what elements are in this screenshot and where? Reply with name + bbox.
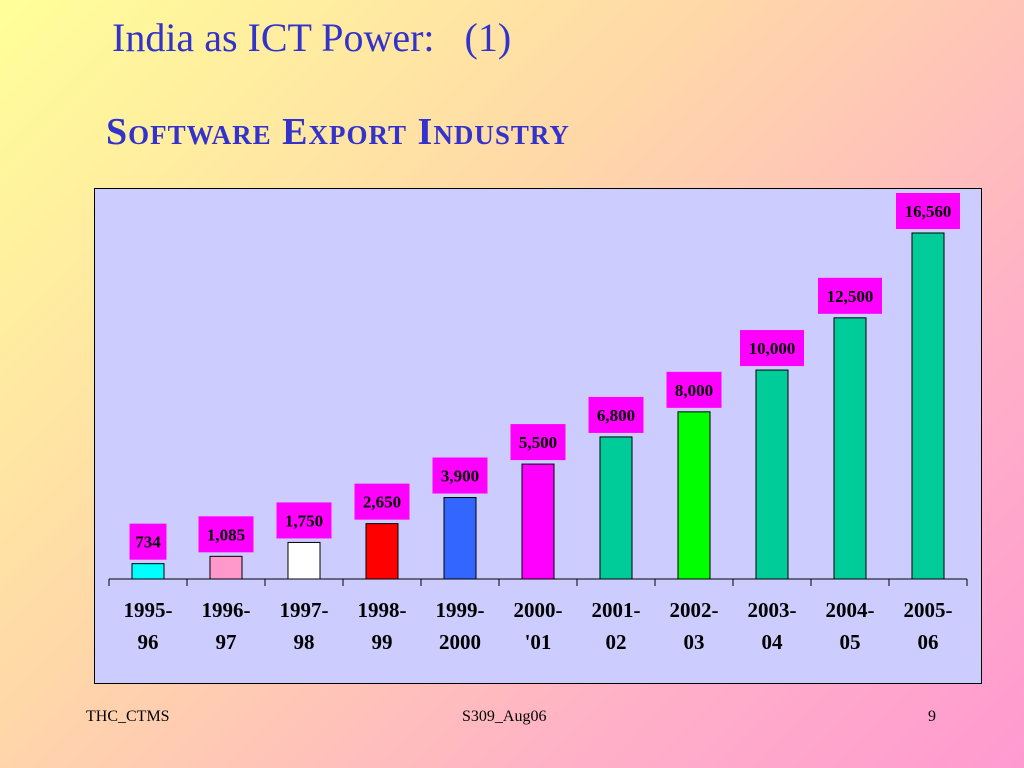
x-tick-label: 99 [372, 630, 393, 654]
data-label: 12,500 [827, 287, 874, 306]
data-label-bg [588, 396, 644, 433]
data-label: 734 [135, 533, 161, 552]
footer-center: S309_Aug06 [462, 708, 547, 725]
x-tick-label: 2000 [439, 630, 481, 654]
x-tick-label: 1996- [202, 598, 251, 622]
slide-subtitle: Software Export Industry [106, 111, 570, 153]
data-label: 6,800 [597, 406, 635, 425]
bar [677, 411, 711, 580]
data-label-bg [432, 457, 488, 494]
bar [209, 555, 243, 580]
bar [833, 317, 867, 580]
x-tick-label: 2001- [592, 598, 641, 622]
data-label-bg [818, 277, 882, 314]
x-tick-label: 05 [840, 630, 861, 654]
x-tick-label: 2002- [670, 598, 719, 622]
data-label-bg [896, 193, 960, 229]
x-tick-label: 97 [216, 630, 237, 654]
x-tick-label: 96 [138, 630, 159, 654]
bar [755, 369, 789, 580]
data-label: 10,000 [749, 339, 796, 358]
data-label-bg [666, 371, 722, 408]
data-label-bg [129, 523, 167, 560]
page-number: 9 [928, 708, 936, 725]
bar [443, 497, 477, 580]
x-tick-label: 1995- [124, 598, 173, 622]
x-tick-label: 1999- [436, 598, 485, 622]
bar [521, 463, 555, 580]
x-tick-label: 04 [762, 630, 784, 654]
x-tick-label: 2004- [826, 598, 875, 622]
data-label-bg [276, 502, 332, 539]
x-tick-label: 98 [294, 630, 315, 654]
x-tick-label: 2000- [514, 598, 563, 622]
data-label-bg [198, 516, 254, 553]
data-label: 1,085 [207, 525, 245, 544]
bar [599, 436, 633, 580]
bar [131, 563, 165, 580]
x-tick-label: 1997- [280, 598, 329, 622]
x-tick-label: 1998- [358, 598, 407, 622]
bar [911, 232, 945, 580]
data-label-bg [510, 424, 566, 461]
x-tick-label: 2003- [748, 598, 797, 622]
chart-area: 734 1995- 96 1,085 1996- 97 1,750 1997- 98 2,650 1… [94, 188, 982, 684]
x-tick-label: 2005- [904, 598, 953, 622]
x-tick-label: 03 [684, 630, 705, 654]
data-label: 2,650 [363, 493, 401, 512]
data-label: 16,560 [905, 202, 952, 221]
data-label: 1,750 [285, 511, 323, 530]
data-label: 8,000 [675, 381, 713, 400]
bar-chart: 734 1995- 96 1,085 1996- 97 1,750 1997- 98 2,650 1… [108, 193, 968, 654]
x-tick-label: 06 [918, 630, 939, 654]
footer-left: THC_CTMS [86, 708, 170, 725]
data-label: 5,500 [519, 433, 557, 452]
data-label-bg [740, 330, 804, 367]
data-label: 3,900 [441, 467, 479, 486]
x-tick-label: 02 [606, 630, 627, 654]
bar [365, 523, 399, 580]
slide-title: India as ICT Power: (1) [112, 15, 512, 60]
data-label-bg [354, 483, 410, 520]
bar [287, 541, 321, 580]
x-tick-label: '01 [525, 630, 552, 654]
